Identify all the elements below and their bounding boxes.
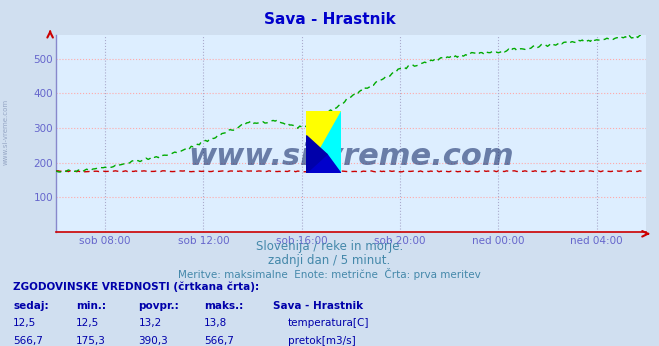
- Text: povpr.:: povpr.:: [138, 301, 179, 311]
- Text: Sava - Hrastnik: Sava - Hrastnik: [264, 12, 395, 27]
- Text: 390,3: 390,3: [138, 336, 168, 346]
- Text: 175,3: 175,3: [76, 336, 105, 346]
- Text: sedaj:: sedaj:: [13, 301, 49, 311]
- Polygon shape: [306, 111, 341, 173]
- Text: pretok[m3/s]: pretok[m3/s]: [288, 336, 356, 346]
- Text: 12,5: 12,5: [76, 318, 99, 328]
- Text: www.si-vreme.com: www.si-vreme.com: [2, 98, 9, 165]
- Text: www.si-vreme.com: www.si-vreme.com: [188, 142, 514, 171]
- Text: temperatura[C]: temperatura[C]: [288, 318, 370, 328]
- Text: Meritve: maksimalne  Enote: metrične  Črta: prva meritev: Meritve: maksimalne Enote: metrične Črta…: [178, 268, 481, 280]
- Text: Sava - Hrastnik: Sava - Hrastnik: [273, 301, 364, 311]
- Text: maks.:: maks.:: [204, 301, 244, 311]
- Polygon shape: [306, 154, 341, 173]
- Text: 566,7: 566,7: [13, 336, 43, 346]
- Polygon shape: [306, 111, 341, 173]
- Text: Slovenija / reke in morje.: Slovenija / reke in morje.: [256, 240, 403, 254]
- Text: min.:: min.:: [76, 301, 106, 311]
- Text: 13,2: 13,2: [138, 318, 161, 328]
- Text: 13,8: 13,8: [204, 318, 227, 328]
- Text: 12,5: 12,5: [13, 318, 36, 328]
- Text: 566,7: 566,7: [204, 336, 234, 346]
- Polygon shape: [306, 136, 327, 173]
- Text: zadnji dan / 5 minut.: zadnji dan / 5 minut.: [268, 254, 391, 267]
- Text: ZGODOVINSKE VREDNOSTI (črtkana črta):: ZGODOVINSKE VREDNOSTI (črtkana črta):: [13, 282, 259, 292]
